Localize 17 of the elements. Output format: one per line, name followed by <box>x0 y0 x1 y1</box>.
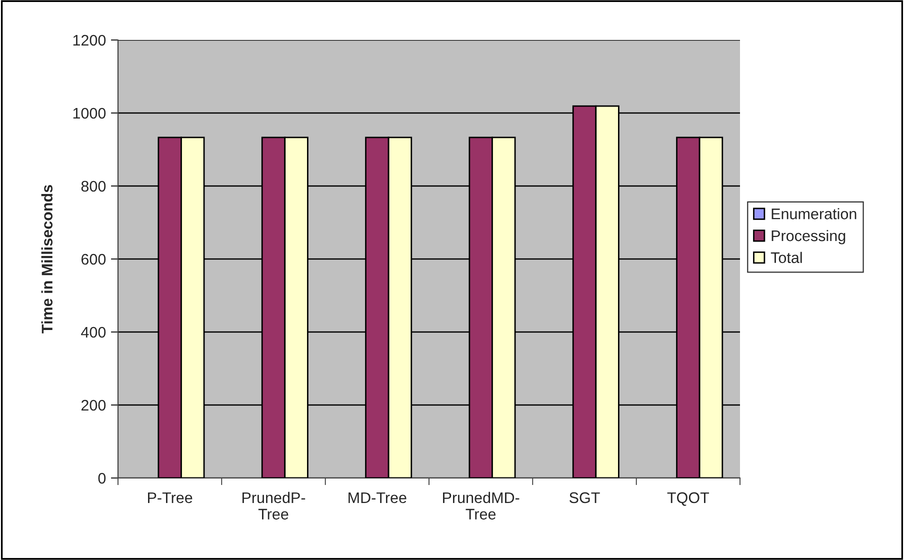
legend-label: Processing <box>772 230 846 244</box>
y-tick-label: 1000 <box>73 108 106 119</box>
y-tick-label: 200 <box>81 400 106 411</box>
y-tick-label: 400 <box>81 326 106 338</box>
legend-label: Enumeration <box>772 208 856 220</box>
x-tick-label: P-Tree <box>148 492 192 504</box>
x-tick-label: PrunedMD- Tree <box>443 492 520 520</box>
y-tick-label: 800 <box>81 180 106 192</box>
x-tick-label: TQOT <box>667 492 710 506</box>
x-tick-label: PrunedP- Tree <box>242 492 306 520</box>
y-axis-title: Time in Milliseconds <box>41 185 53 334</box>
x-tick-label: MD-Tree <box>348 492 406 504</box>
x-tick-label: SGT <box>569 492 600 504</box>
y-tick-label: 1200 <box>73 34 106 46</box>
y-tick-label: 0 <box>98 472 106 484</box>
y-tick-label: 600 <box>81 254 106 265</box>
legend-label: Total <box>770 252 802 264</box>
